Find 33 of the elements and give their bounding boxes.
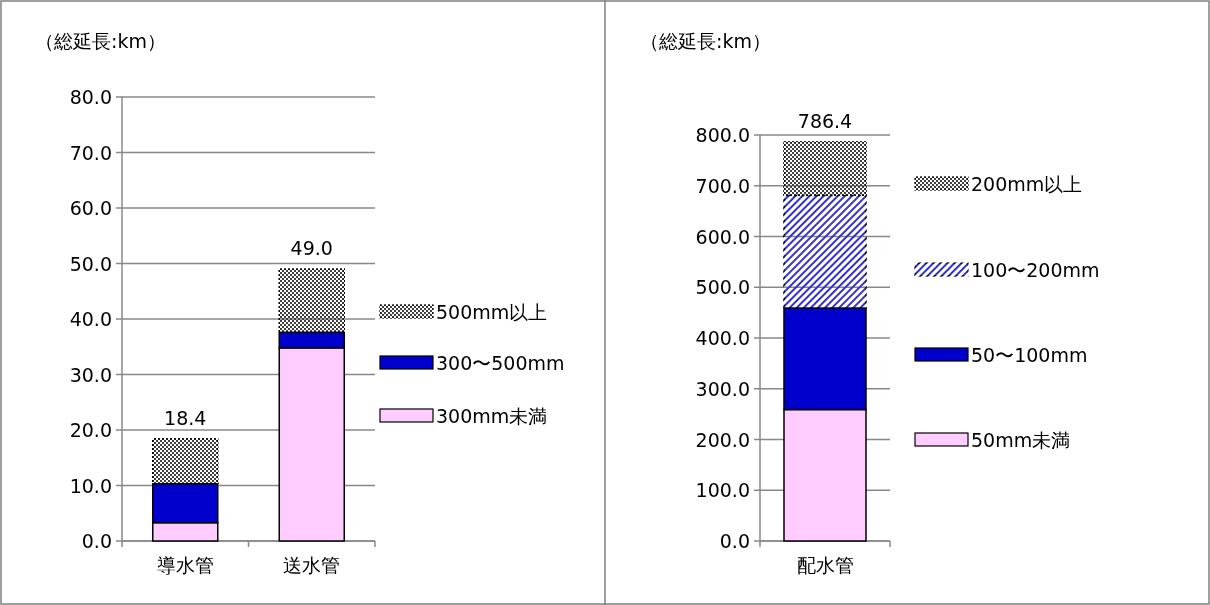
chart-title: （総延長:km） — [35, 30, 166, 52]
y-tick-label: 400.0 — [695, 327, 750, 349]
chart-title: （総延長:km） — [640, 30, 771, 52]
y-tick-label: 500.0 — [695, 276, 750, 299]
legend-label: 50mm未満 — [971, 429, 1071, 451]
y-tick-label: 20.0 — [69, 419, 112, 441]
total-label: 18.4 — [164, 406, 207, 429]
y-tick-label: 800.0 — [695, 124, 750, 146]
y-tick-label: 300.0 — [695, 377, 750, 400]
legend-label: 200mm以上 — [971, 173, 1083, 195]
y-tick-label: 100.0 — [695, 479, 750, 502]
y-tick-label: 10.0 — [69, 474, 112, 497]
y-tick-label: 80.0 — [69, 86, 112, 108]
total-label: 49.0 — [290, 237, 333, 260]
y-tick-label: 50.0 — [69, 252, 112, 275]
x-tick-label: 配水管 — [796, 554, 854, 576]
y-tick-label: 30.0 — [69, 363, 112, 386]
y-tick-label: 700.0 — [695, 174, 750, 197]
y-tick-label: 0.0 — [81, 530, 112, 552]
y-tick-label: 200.0 — [695, 428, 750, 451]
y-tick-label: 0.0 — [719, 530, 750, 552]
legend-label: 300mm未満 — [436, 405, 548, 427]
y-tick-label: 60.0 — [69, 197, 112, 219]
legend-label: 300〜500mm — [436, 352, 565, 374]
total-label: 786.4 — [797, 109, 853, 132]
legend-label: 500mm以上 — [436, 301, 548, 323]
legend-label: 50〜100mm — [971, 344, 1088, 366]
x-tick-label: 送水管 — [283, 554, 341, 576]
legend-label: 100〜200mm — [971, 259, 1100, 281]
y-tick-label: 600.0 — [695, 225, 750, 248]
y-tick-label: 40.0 — [69, 308, 112, 330]
x-tick-label: 導水管 — [156, 554, 214, 576]
y-tick-label: 70.0 — [69, 141, 112, 164]
